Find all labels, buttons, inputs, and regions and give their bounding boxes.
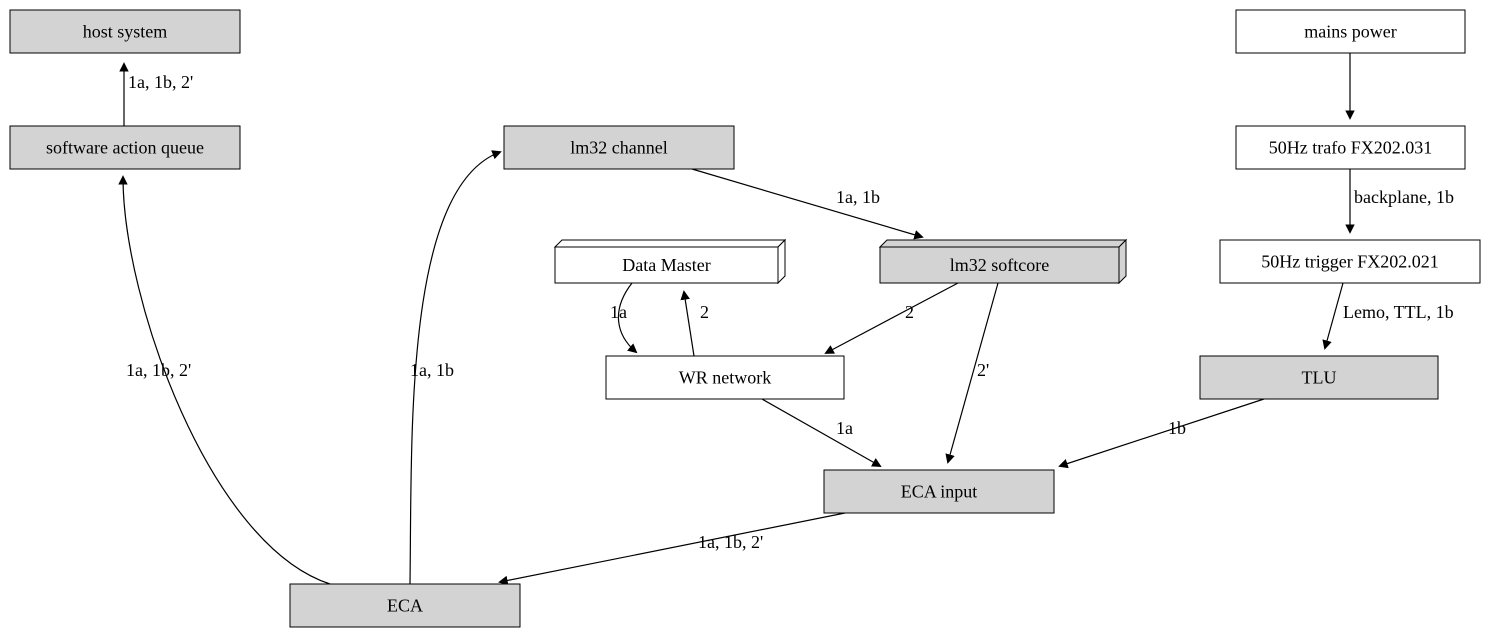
- edge-trigger-tlu: Lemo, TTL, 1b: [1325, 283, 1454, 348]
- edge-wr_network-eca_input: 1a: [762, 399, 880, 466]
- edge-label-13: 1a, 1b, 2': [126, 360, 191, 380]
- node-host_system: host system: [10, 10, 240, 53]
- edge-label-9: 1a: [836, 418, 853, 438]
- edge-label-5: 1a: [610, 302, 627, 322]
- edge-trafo-trigger: backplane, 1b: [1350, 169, 1454, 232]
- edge-lm32_softcore-eca_input: 2': [948, 283, 998, 462]
- edge-label-6: 2: [700, 302, 709, 322]
- node-tlu: TLU: [1200, 356, 1438, 399]
- node-label-lm32_softcore: lm32 softcore: [950, 255, 1049, 275]
- edge-eca-lm32_channel: 1a, 1b: [410, 152, 500, 584]
- edge-software_action_queue-host_system: 1a, 1b, 2': [124, 64, 193, 126]
- edge-tlu-eca_input: 1b: [1060, 399, 1264, 466]
- node-label-tlu: TLU: [1302, 368, 1337, 388]
- edge-label-0: 1a, 1b, 2': [128, 72, 193, 92]
- node-eca_input: ECA input: [824, 470, 1054, 513]
- edge-data_master-wr_network: 1a: [610, 283, 636, 352]
- edge-lm32_softcore-wr_network: 2: [826, 283, 958, 353]
- node-label-mains_power: mains power: [1304, 22, 1396, 42]
- node-label-software_action_queue: software action queue: [46, 138, 204, 158]
- edge-label-2: backplane, 1b: [1354, 187, 1454, 207]
- node-label-host_system: host system: [83, 22, 168, 42]
- node-label-trigger: 50Hz trigger FX202.021: [1261, 252, 1438, 272]
- edge-label-12: 1a, 1b: [410, 360, 454, 380]
- node-label-eca_input: ECA input: [901, 482, 978, 502]
- node-mains_power: mains power: [1236, 10, 1465, 53]
- edge-label-4: 1a, 1b: [836, 187, 880, 207]
- node-lm32_channel: lm32 channel: [504, 126, 734, 169]
- node-lm32_softcore: lm32 softcore: [880, 240, 1126, 283]
- edge-label-11: 1a, 1b, 2': [698, 532, 763, 552]
- node-label-data_master: Data Master: [622, 255, 710, 275]
- node-label-trafo: 50Hz trafo FX202.031: [1269, 138, 1432, 158]
- diagram-canvas: 1a, 1b, 2' backplane, 1b Lemo, TTL, 1b 1a, …: [0, 0, 1491, 639]
- edge-label-10: 1b: [1168, 418, 1186, 438]
- node-label-lm32_channel: lm32 channel: [570, 138, 667, 158]
- edge-wr_network-data_master: 2: [684, 292, 709, 356]
- edge-label-3: Lemo, TTL, 1b: [1343, 302, 1454, 322]
- node-trafo: 50Hz trafo FX202.031: [1236, 126, 1465, 169]
- node-label-wr_network: WR network: [679, 368, 771, 388]
- edge-eca-software_action_queue: 1a, 1b, 2': [123, 177, 330, 584]
- edge-label-7: 2: [905, 302, 914, 322]
- edge-lm32_channel-lm32_softcore: 1a, 1b: [692, 169, 922, 237]
- edge-label-8: 2': [977, 360, 989, 380]
- node-eca: ECA: [290, 584, 520, 627]
- node-software_action_queue: software action queue: [10, 126, 240, 169]
- node-trigger: 50Hz trigger FX202.021: [1220, 240, 1480, 283]
- node-wr_network: WR network: [606, 356, 844, 399]
- edge-eca_input-eca: 1a, 1b, 2': [500, 513, 845, 582]
- node-label-eca: ECA: [387, 596, 423, 616]
- node-data_master: Data Master: [555, 240, 785, 283]
